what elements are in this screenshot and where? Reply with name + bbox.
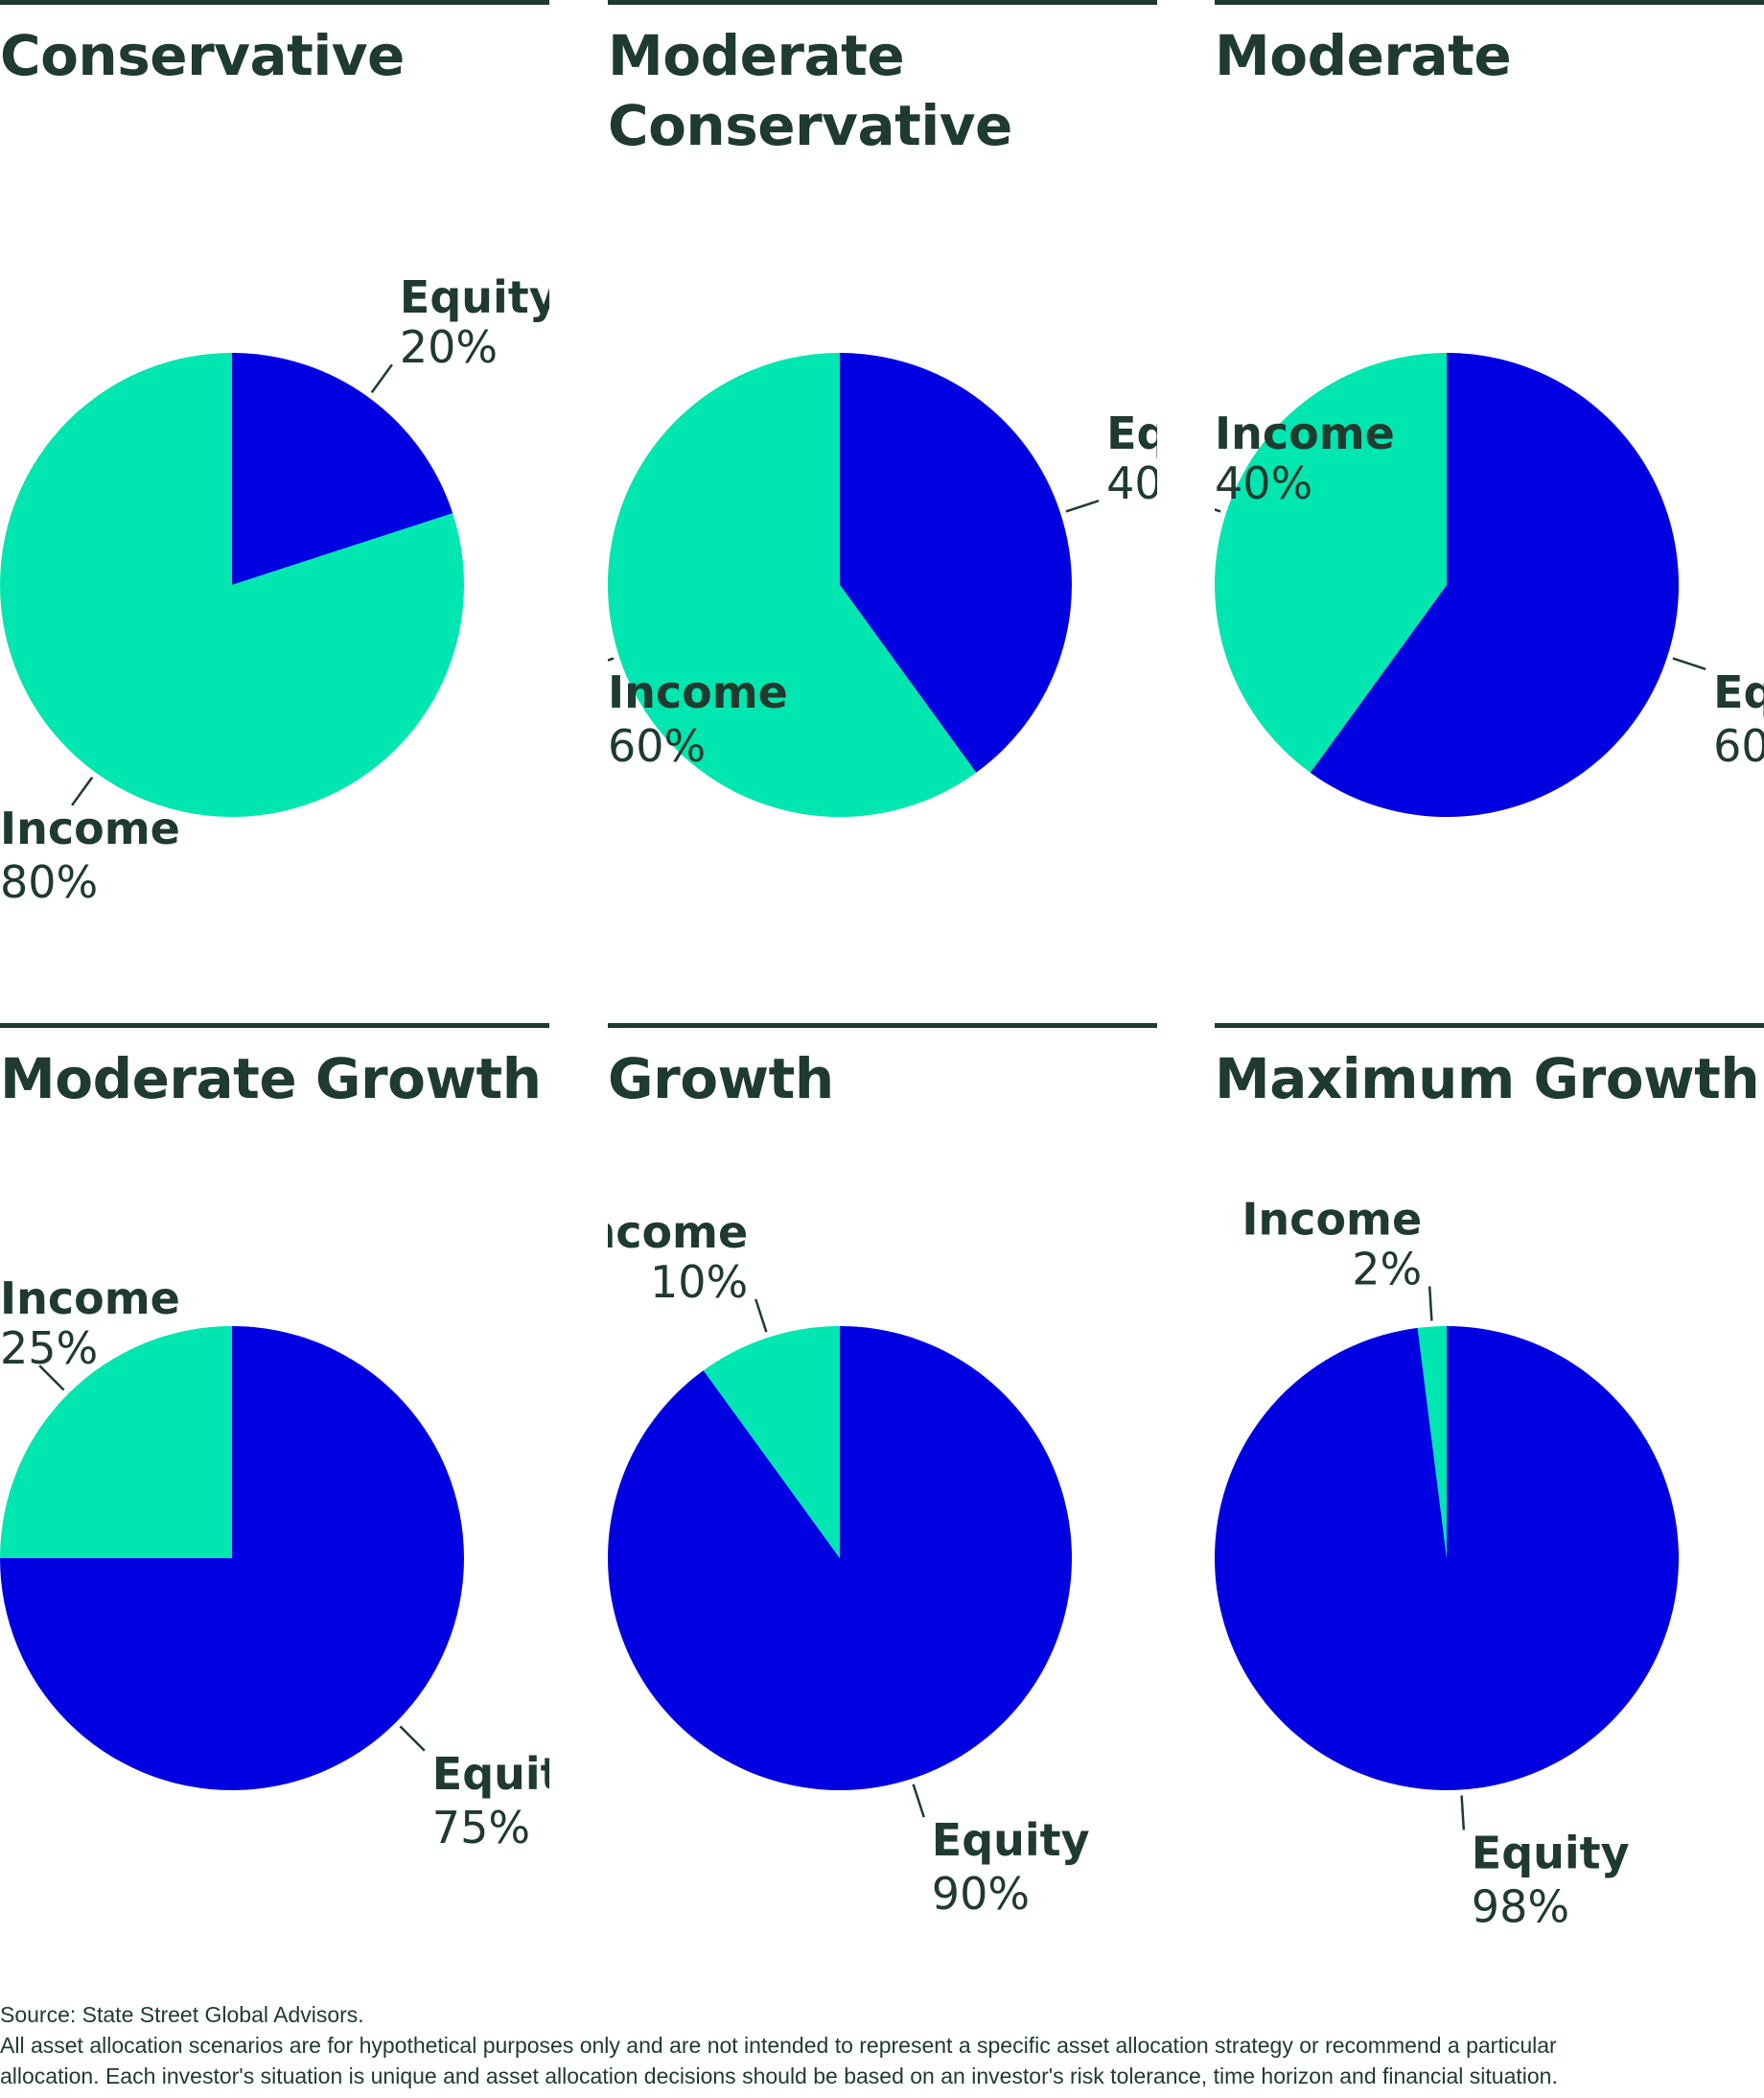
disclaimer-line-2: allocation. Each investor's situation is… xyxy=(0,2063,1558,2088)
leader-line xyxy=(1672,657,1706,670)
leader-line xyxy=(912,1783,925,1818)
slice-value-income: 10% xyxy=(650,1256,748,1308)
leader-line xyxy=(370,363,393,394)
chart-title: Moderate Growth xyxy=(0,1046,542,1111)
pie-slice-income xyxy=(703,1326,840,1558)
footer-notes: Source: State Street Global Advisors. Al… xyxy=(0,1999,1759,2091)
leader-line xyxy=(1460,1795,1466,1830)
slice-value-income: 40% xyxy=(1215,457,1312,509)
pie-slice-equity xyxy=(608,1326,1073,1790)
chart-panel-maximum-growth: Maximum Growth Equity 98% Income 2% xyxy=(1215,1023,1764,1992)
slice-value-equity: 98% xyxy=(1472,1880,1569,1932)
title-rule xyxy=(1215,0,1764,5)
slice-label-equity: Equity xyxy=(400,271,549,323)
slice-label-income: Income xyxy=(0,1272,180,1324)
chart-panel-conservative: Conservative Equity 20% Income 80% xyxy=(0,0,549,959)
slice-label-equity: Equity xyxy=(1713,666,1764,718)
pie-slice-income xyxy=(0,1326,232,1558)
slice-label-equity: Equity xyxy=(1472,1827,1630,1878)
title-rule xyxy=(0,0,549,5)
slice-value-equity: 20% xyxy=(400,321,498,373)
leader-line xyxy=(399,1725,426,1752)
leader-line xyxy=(1065,500,1100,513)
pie-slice-equity xyxy=(232,353,453,585)
leader-line xyxy=(608,657,615,662)
slice-value-income: 25% xyxy=(0,1322,98,1374)
pie-slice-equity xyxy=(840,353,1072,773)
pie-slice-equity xyxy=(1215,1326,1680,1790)
pie-slice-income xyxy=(1417,1326,1447,1558)
leader-line xyxy=(1427,1286,1433,1321)
slice-value-income: 80% xyxy=(0,856,98,908)
title-rule xyxy=(1215,1023,1764,1028)
title-rule xyxy=(608,1023,1157,1028)
slice-label-income: Income xyxy=(1242,1194,1422,1246)
slice-value-equity: 40% xyxy=(1106,457,1157,509)
title-rule xyxy=(608,0,1157,5)
slice-label-equity: Equity xyxy=(932,1814,1090,1866)
slice-label-income: Income xyxy=(608,1206,748,1258)
leader-line xyxy=(71,776,94,806)
source-note: Source: State Street Global Advisors. xyxy=(0,2002,364,2027)
slice-label-income: Income xyxy=(0,803,180,854)
pie-slice-income xyxy=(1215,353,1447,773)
slice-value-equity: 60% xyxy=(1713,720,1764,772)
chart-title: Moderate xyxy=(1215,23,1512,88)
chart-title: Maximum Growth xyxy=(1215,1046,1760,1111)
chart-title: Growth xyxy=(608,1046,834,1111)
chart-title: Moderate Conservative xyxy=(608,23,1012,158)
slice-label-equity: Equity xyxy=(1106,408,1157,459)
leader-line xyxy=(754,1298,768,1333)
slice-label-income: Income xyxy=(1215,408,1395,459)
title-rule xyxy=(0,1023,549,1028)
leader-line xyxy=(1215,508,1221,513)
pie-slice-income xyxy=(608,353,977,817)
slice-label-equity: Equity xyxy=(432,1748,549,1800)
slice-value-equity: 90% xyxy=(932,1868,1030,1920)
pie-slice-income xyxy=(0,353,465,817)
leader-line xyxy=(38,1364,65,1391)
slice-value-equity: 75% xyxy=(432,1802,530,1853)
slice-value-income: 60% xyxy=(608,720,706,772)
slice-value-income: 2% xyxy=(1352,1244,1422,1295)
chart-title: Conservative xyxy=(0,23,405,88)
disclaimer-line-1: All asset allocation scenarios are for h… xyxy=(0,2033,1557,2058)
pie-slice-equity xyxy=(1310,353,1680,817)
slice-label-income: Income xyxy=(608,666,788,718)
